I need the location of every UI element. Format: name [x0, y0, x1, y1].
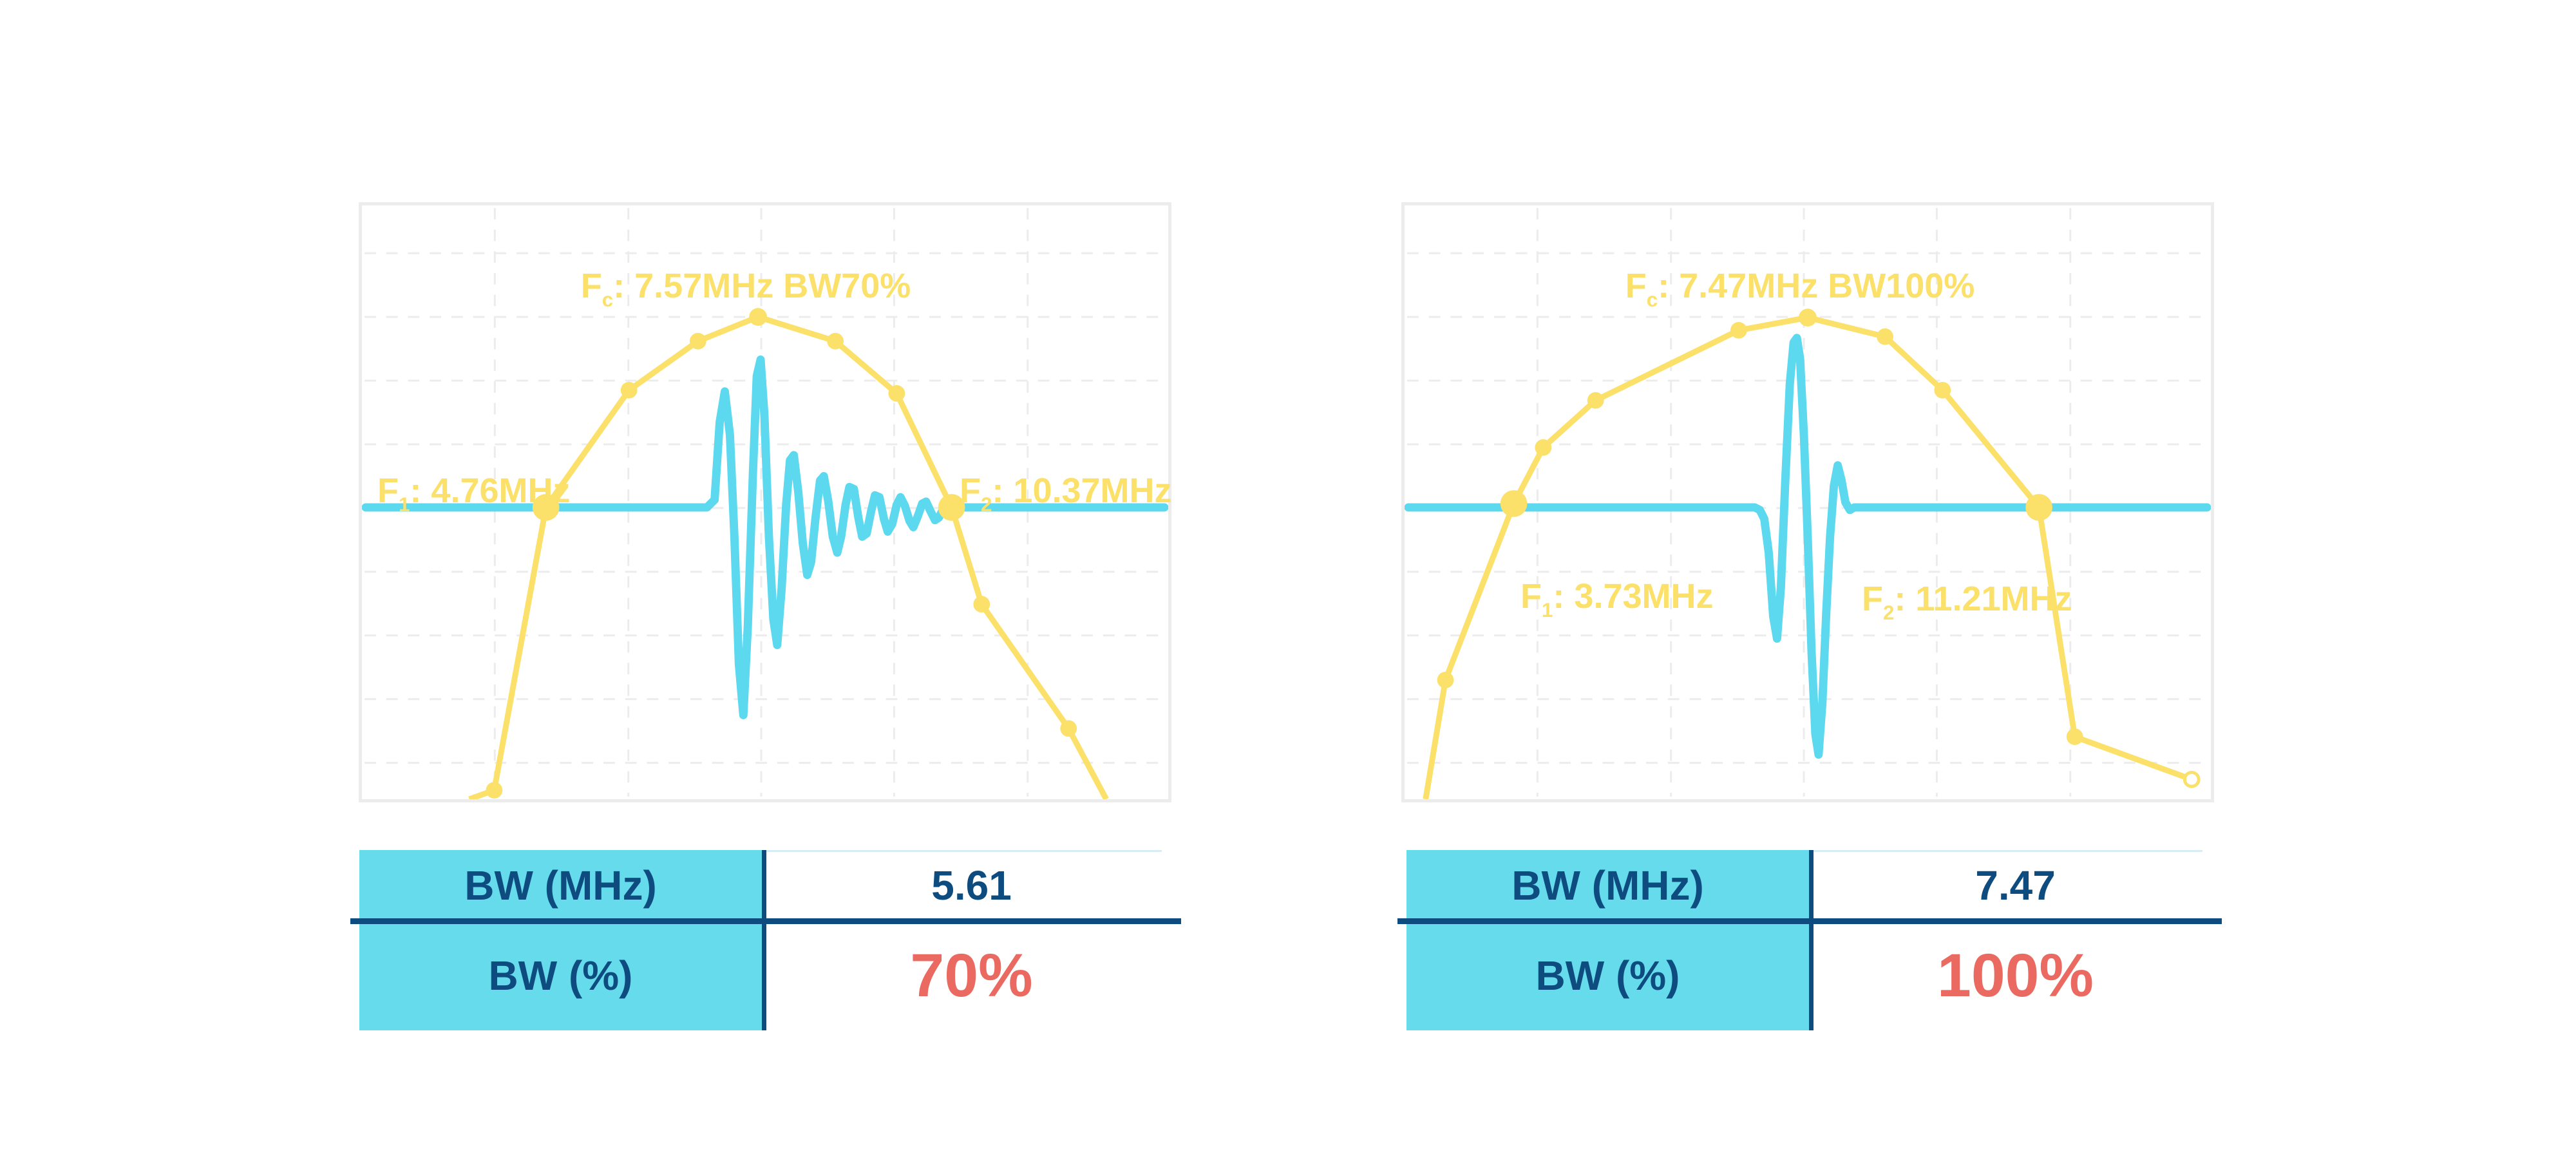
left-spectrum-svg — [362, 207, 1168, 799]
fc-symbol: F — [1625, 267, 1647, 305]
bw-mhz-value: 5.61 — [931, 862, 1012, 909]
right-f1-annotation: F1: 3.73MHz — [1520, 577, 1714, 622]
left-f2-annotation: F2: 10.37MHz — [960, 471, 1172, 516]
table-row: BW (MHz) 7.47 — [1406, 850, 2222, 921]
bw-mhz-label: BW (MHz) — [1511, 862, 1704, 909]
table-row: BW (%) 70% — [359, 921, 1181, 1030]
bw-mhz-label: BW (MHz) — [464, 862, 657, 909]
bw-pct-label: BW (%) — [1535, 952, 1680, 999]
bw-pct-label: BW (%) — [488, 952, 633, 999]
bw-pct-value-cell: 100% — [1809, 921, 2222, 1030]
bw-mhz-value-cell: 7.47 — [1809, 850, 2222, 921]
bw-mhz-label-cell: BW (MHz) — [359, 850, 762, 921]
fc-subscript: c — [601, 288, 614, 312]
right-spectrum-svg — [1405, 207, 2211, 799]
fc-symbol: F — [580, 267, 602, 305]
left-center-frequency-annotation: Fc: 7.57MHz BW70% — [581, 267, 911, 312]
bw-pct-value: 70% — [910, 941, 1033, 1010]
right-center-frequency-annotation: Fc: 7.47MHz BW100% — [1625, 267, 1975, 312]
bw-pct-value: 100% — [1937, 941, 2094, 1010]
left-bw-table: BW (MHz) 5.61 BW (%) 70% — [350, 850, 1181, 1030]
left-f1-annotation: F1: 4.76MHz — [377, 471, 571, 516]
fc-value: : 7.57MHz BW70% — [613, 267, 911, 305]
table-top-border — [1814, 850, 2202, 852]
bw-pct-value-cell: 70% — [762, 921, 1181, 1030]
table-row: BW (MHz) 5.61 — [359, 850, 1181, 921]
table-top-border — [766, 850, 1162, 852]
bw-mhz-label-cell: BW (MHz) — [1406, 850, 1809, 921]
bw-pct-label-cell: BW (%) — [1406, 921, 1809, 1030]
bw-mhz-value-cell: 5.61 — [762, 850, 1181, 921]
right-f2-annotation: F2: 11.21MHz — [1862, 580, 2072, 625]
right-spectrum-chart: Fc: 7.47MHz BW100% F1: 3.73MHz F2: 11.21… — [1401, 202, 2214, 802]
fc-value: : 7.47MHz BW100% — [1658, 267, 1975, 305]
table-column-divider — [762, 850, 766, 1030]
right-bw-table: BW (MHz) 7.47 BW (%) 100% — [1397, 850, 2222, 1030]
bw-mhz-value: 7.47 — [1975, 862, 2056, 909]
table-column-divider — [1809, 850, 1814, 1030]
left-spectrum-chart: Fc: 7.57MHz BW70% F1: 4.76MHz F2: 10.37M… — [359, 202, 1172, 802]
bw-pct-label-cell: BW (%) — [359, 921, 762, 1030]
table-row: BW (%) 100% — [1406, 921, 2222, 1030]
table-row-divider — [350, 918, 1181, 924]
fc-subscript: c — [1646, 288, 1658, 312]
table-row-divider — [1397, 918, 2222, 924]
